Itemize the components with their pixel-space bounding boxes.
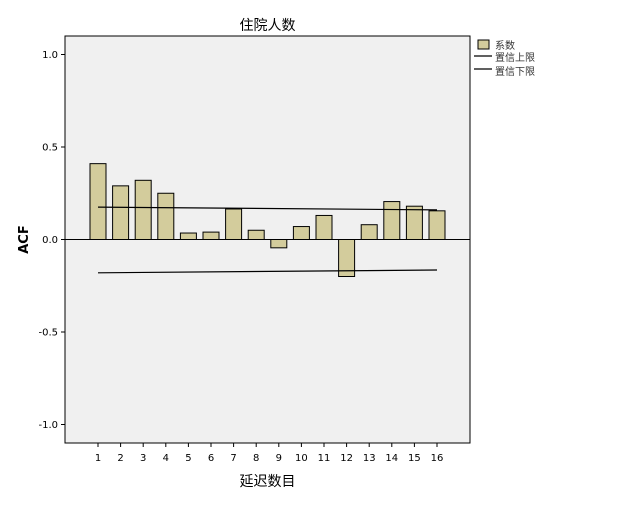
acf-bar-7 — [225, 208, 243, 241]
upper-confidence-line — [97, 206, 438, 211]
legend-label-coefficient: 系数 — [495, 39, 515, 52]
x-tick-label: 9 — [276, 453, 282, 464]
acf-bar-8 — [247, 229, 265, 240]
legend-label-lower: 置信下限 — [495, 66, 535, 78]
x-tick-label: 14 — [385, 453, 398, 464]
acf-bar-11 — [315, 214, 333, 240]
acf-bar-5 — [179, 232, 197, 240]
x-tick-label: 4 — [163, 453, 169, 464]
acf-bar-12 — [338, 239, 356, 277]
acf-bar-9 — [270, 239, 288, 249]
x-tick-label: 15 — [408, 453, 421, 464]
x-tick-label: 2 — [117, 453, 123, 464]
acf-bar-13 — [360, 224, 378, 240]
x-axis-label: 延迟数目 — [240, 474, 296, 490]
x-tick-label: 1 — [95, 453, 101, 464]
y-axis-label: ACF — [17, 225, 32, 253]
y-tick-label: -0.5 — [38, 328, 58, 339]
legend-swatch-coefficient — [477, 39, 490, 50]
legend: 系数 置信上限 置信下限 — [474, 39, 535, 78]
acf-bar-10 — [292, 226, 310, 241]
x-tick-label: 12 — [340, 453, 353, 464]
x-axis: 1 2 3 4 5 6 7 8 9 10 11 12 13 14 15 16 — [95, 443, 444, 464]
acf-bar-2 — [112, 185, 130, 241]
x-tick-label: 11 — [318, 453, 331, 464]
lower-confidence-line — [97, 269, 438, 274]
y-tick-label: 0.5 — [42, 143, 58, 154]
acf-bar-1 — [89, 163, 107, 240]
y-tick-label: -1.0 — [38, 420, 58, 431]
acf-bar-14 — [383, 201, 401, 240]
x-tick-label: 7 — [230, 453, 236, 464]
chart-title: 住院人数 — [240, 18, 296, 34]
x-tick-label: 6 — [208, 453, 214, 464]
acf-bar-3 — [134, 179, 152, 241]
acf-bar-15 — [405, 205, 423, 240]
y-tick-label: 0.0 — [42, 235, 58, 246]
acf-bar-16 — [428, 210, 446, 240]
acf-bar-4 — [157, 192, 175, 240]
x-tick-label: 10 — [295, 453, 308, 464]
x-tick-label: 5 — [185, 453, 191, 464]
legend-label-upper: 置信上限 — [495, 52, 535, 64]
acf-bar-6 — [202, 231, 220, 241]
y-tick-label: 1.0 — [42, 50, 58, 61]
y-axis: -1.0 -0.5 0.0 0.5 1.0 — [38, 50, 65, 431]
x-tick-label: 8 — [253, 453, 259, 464]
x-tick-label: 3 — [140, 453, 146, 464]
x-tick-label: 16 — [431, 453, 444, 464]
x-tick-label: 13 — [363, 453, 376, 464]
